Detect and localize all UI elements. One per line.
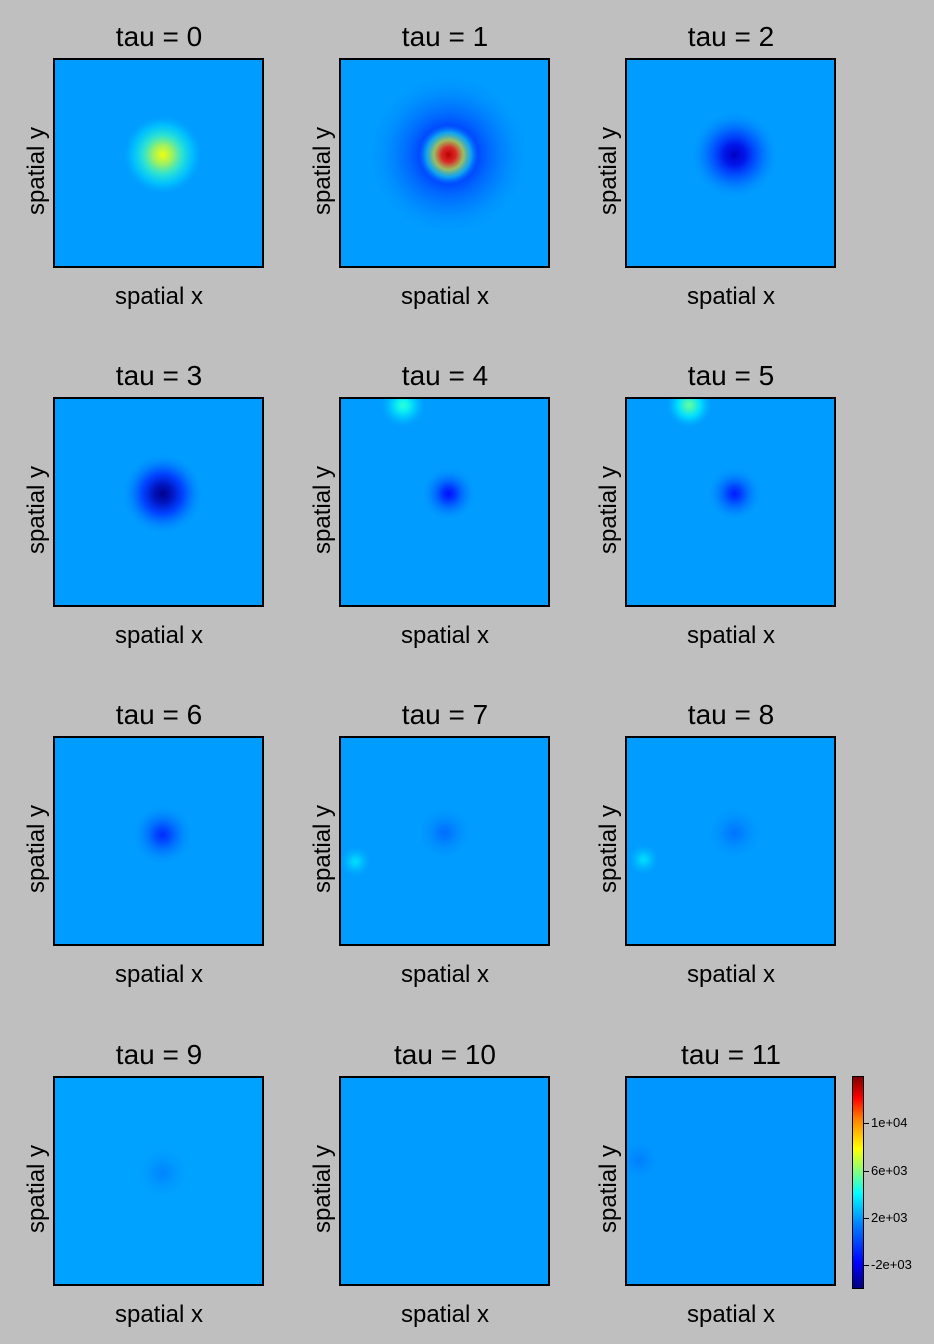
heatmap-blob [122,115,203,195]
heatmap-panel [339,58,550,268]
heatmap-panel [53,736,264,946]
heatmap-svg [341,399,548,605]
x-axis-label: spatial x [114,283,204,310]
x-axis-label: spatial x [686,283,776,310]
heatmap-svg [55,399,262,605]
heatmap-svg [55,738,262,944]
heatmap-blob [627,1140,660,1181]
heatmap-panel [339,1076,550,1286]
heatmap-background [341,1078,548,1284]
panel-title: tau = 6 [115,699,203,730]
heatmap-svg [627,738,834,944]
heatmap-svg [341,1078,548,1284]
x-axis-label: spatial x [114,622,204,649]
x-axis-label: spatial x [686,961,776,988]
x-axis-label: spatial x [400,1301,490,1328]
x-axis-label: spatial x [686,1301,776,1328]
heatmap-background [627,1078,834,1284]
colorbar-tick [864,1171,869,1172]
panel-title: tau = 2 [687,21,775,52]
y-axis-label: spatial y [23,465,50,554]
heatmap-panel [339,397,550,607]
panel-title: tau = 11 [681,1039,781,1070]
panel-title: tau = 9 [115,1039,203,1070]
y-axis-label: spatial y [595,126,622,215]
x-axis-label: spatial x [400,283,490,310]
heatmap-blob [691,111,778,198]
y-axis-label: spatial y [309,1144,336,1233]
x-axis-label: spatial x [400,961,490,988]
heatmap-svg [627,399,834,605]
x-axis-label: spatial x [114,1301,204,1328]
heatmap-svg [341,738,548,944]
colorbar-tick [864,1123,869,1124]
heatmap-panel [339,736,550,946]
heatmap-blob [708,467,762,521]
heatmap-panel [625,1076,836,1286]
heatmap-blob [627,842,661,877]
panel-title: tau = 3 [115,360,203,391]
colorbar-tick-label: 2e+03 [871,1210,908,1225]
heatmap-svg [627,60,834,266]
y-axis-label: spatial y [595,465,622,554]
panel-title: tau = 4 [401,360,489,391]
colorbar-tick-label: -2e+03 [871,1257,912,1272]
x-axis-label: spatial x [686,622,776,649]
panel-title: tau = 5 [687,360,775,391]
heatmap-panel [625,397,836,607]
colorbar-tick [864,1218,869,1219]
heatmap-panel [625,736,836,946]
heatmap-blob [708,806,762,860]
y-axis-label: spatial y [309,126,336,215]
heatmap-panel [53,58,264,268]
x-axis-label: spatial x [114,961,204,988]
x-axis-label: spatial x [400,622,490,649]
heatmap-svg [55,1078,262,1284]
y-axis-label: spatial y [595,804,622,893]
heatmap-blob [422,467,476,521]
panel-title: tau = 7 [401,699,489,730]
colorbar-tick [864,1265,869,1266]
heatmap-panel [625,58,836,268]
y-axis-label: spatial y [23,1144,50,1233]
heatmap-blob [665,399,713,429]
heatmap-blob [132,805,193,865]
heatmap-blob [418,124,479,185]
heatmap-svg [627,1078,834,1284]
heatmap-blob [341,845,373,879]
panel-title: tau = 1 [401,21,489,52]
heatmap-panel [53,1076,264,1286]
panel-title: tau = 8 [687,699,775,730]
heatmap-panel [53,397,264,607]
heatmap-blob [122,454,203,534]
heatmap-blob [418,806,471,860]
colorbar [852,1076,864,1289]
heatmap-blob [379,399,427,429]
y-axis-label: spatial y [23,126,50,215]
panel-title: tau = 10 [394,1039,496,1070]
y-axis-label: spatial y [309,804,336,893]
heatmap-svg [341,60,548,266]
y-axis-label: spatial y [595,1144,622,1233]
y-axis-label: spatial y [23,804,50,893]
heatmap-svg [55,60,262,266]
y-axis-label: spatial y [309,465,336,554]
panel-title: tau = 0 [115,21,203,52]
heatmap-blob [136,1146,190,1200]
colorbar-tick-label: 1e+04 [871,1115,908,1130]
colorbar-tick-label: 6e+03 [871,1163,908,1178]
